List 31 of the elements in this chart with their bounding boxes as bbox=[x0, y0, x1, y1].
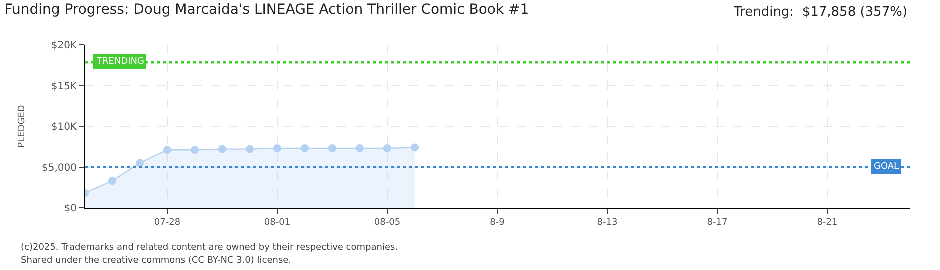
point bbox=[218, 145, 226, 154]
ref-line-label: TRENDING bbox=[96, 57, 144, 67]
ref-line-label: GOAL bbox=[874, 162, 900, 172]
text: Trending: $17,858 (357%) bbox=[733, 5, 908, 20]
x-tick-label: 8-21 bbox=[817, 218, 838, 228]
point bbox=[301, 144, 309, 152]
text: (c)2025. Trademarks and related content are owned by their respective companies. bbox=[21, 243, 398, 253]
y-tick-label: $20K bbox=[51, 40, 78, 52]
point bbox=[274, 144, 282, 152]
point bbox=[246, 145, 254, 154]
y-tick-label: $10K bbox=[51, 122, 78, 133]
y-tick-label: $15K bbox=[51, 81, 78, 92]
point bbox=[328, 144, 336, 152]
point bbox=[384, 144, 392, 152]
point bbox=[164, 146, 172, 154]
x-tick-label: 8-9 bbox=[490, 218, 506, 228]
x-tick-label: 8-13 bbox=[597, 218, 618, 228]
y-axis-title: PLEDGED bbox=[17, 105, 28, 148]
point bbox=[411, 144, 419, 152]
point bbox=[191, 146, 199, 154]
text: Shared under the creative commons (CC BY-NC 3.0) license. bbox=[21, 256, 292, 266]
x-tick-label: 08-01 bbox=[264, 218, 291, 228]
x-tick-label: 08-05 bbox=[374, 218, 401, 228]
point bbox=[108, 177, 116, 186]
y-tick-label: $0 bbox=[64, 204, 77, 214]
point bbox=[136, 159, 144, 168]
x-tick-label: 07-28 bbox=[154, 218, 181, 228]
y-tick-label: $5,000 bbox=[42, 162, 77, 174]
x-tick-label: 8-17 bbox=[707, 218, 728, 228]
chart-title: Funding Progress: Doug Marcaida's LINEAGE Action Thriller Comic Book #1 bbox=[4, 2, 530, 18]
point bbox=[356, 144, 364, 152]
